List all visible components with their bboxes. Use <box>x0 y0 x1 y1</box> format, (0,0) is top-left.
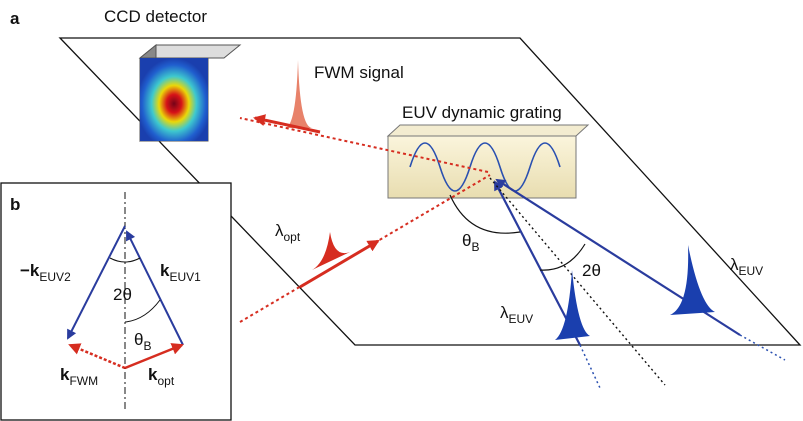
fwm-label: FWM signal <box>314 63 404 82</box>
lambda-sub: opt <box>284 230 301 244</box>
k-sub: EUV1 <box>169 270 201 284</box>
grating <box>388 125 588 198</box>
k-sub: opt <box>157 374 174 388</box>
theta-main: θ <box>134 330 143 349</box>
fwm-pulse <box>285 60 312 128</box>
lambda-opt: λopt <box>275 221 301 244</box>
k-sub: FWM <box>69 374 98 388</box>
opt-arrow <box>300 241 378 287</box>
lambda-euv: λEUV <box>500 303 533 326</box>
k-sub: EUV2 <box>39 270 71 284</box>
euv-beam-tail <box>580 345 600 388</box>
angle-arc <box>540 244 585 270</box>
euv-beam-tail <box>740 335 785 360</box>
ccd-label: CCD detector <box>104 7 207 26</box>
two-theta: 2θ <box>582 261 601 280</box>
theta-main: θ <box>462 231 471 250</box>
theta-sub: B <box>143 339 151 353</box>
ccd-detector <box>140 45 240 141</box>
panel-label: b <box>10 195 20 214</box>
lambda-sub: EUV <box>739 264 764 278</box>
theta-b: θB <box>462 231 479 254</box>
euv-pulse-2 <box>670 245 715 315</box>
k-main: −k <box>20 261 40 280</box>
angle-arc <box>450 195 520 233</box>
theta-sub: B <box>471 240 479 254</box>
opt-pulse <box>312 232 350 270</box>
grating-label: EUV dynamic grating <box>402 103 562 122</box>
normal-line <box>490 178 665 385</box>
fwm-arrow <box>255 118 320 132</box>
two-theta: 2θ <box>113 285 132 304</box>
diagram: a CCD detector FWM signal EUV dynamic gr… <box>0 0 803 421</box>
panel-label: a <box>10 9 20 28</box>
lambda-sub: EUV <box>509 312 534 326</box>
